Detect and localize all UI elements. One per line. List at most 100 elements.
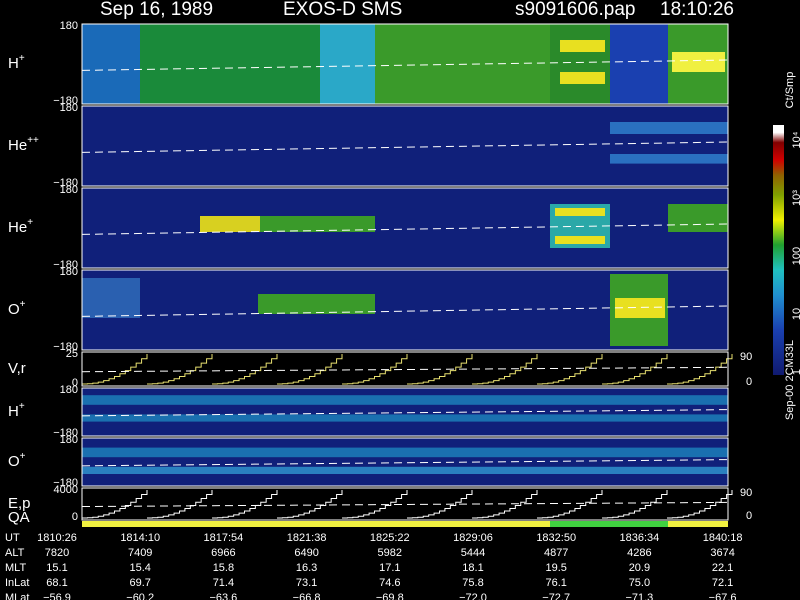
cell: −67.6: [709, 592, 737, 600]
cell: −69.8: [376, 592, 404, 600]
cell: −72.7: [542, 592, 570, 600]
axis-right-top: 90: [740, 487, 752, 499]
cell: −60.2: [126, 592, 154, 600]
colorbar-label: 10: [791, 308, 800, 320]
dashed-line: [81, 366, 729, 373]
cell: 1832:50: [536, 532, 576, 544]
cell: −71.3: [625, 592, 653, 600]
axis-right-top: 90: [740, 351, 752, 363]
sawtooth: [82, 354, 733, 385]
spectrogram-region: [672, 52, 725, 72]
cell: 75.0: [629, 577, 650, 589]
date: Sep 16, 1989: [100, 0, 213, 20]
cell: −56.9: [43, 592, 71, 600]
spectrogram-region: [82, 447, 728, 458]
sawtooth: [82, 490, 733, 519]
axis-top: 180: [60, 20, 78, 32]
dashed-line: [81, 459, 729, 467]
panel-frame: [81, 351, 729, 387]
cell: 68.1: [46, 577, 67, 589]
axis-right-bottom: 0: [746, 510, 752, 522]
qa-bar-flag: [550, 521, 668, 527]
panel-label-sup: +: [19, 401, 25, 412]
panel-label-base: H: [8, 403, 19, 420]
cell: 16.3: [296, 562, 317, 574]
axis-top: 180: [60, 102, 78, 114]
panel-frame: [81, 269, 729, 351]
spectrogram-region: [82, 106, 728, 186]
spectrogram-region: [610, 154, 728, 164]
panel-label-base: H: [8, 55, 19, 72]
spectrogram-region: [550, 24, 610, 104]
spectrogram-region: [615, 298, 665, 318]
axis-top: 180: [60, 434, 78, 446]
panel-label: H+: [8, 53, 25, 72]
row-label: MLT: [5, 562, 26, 574]
axis-top: 180: [60, 266, 78, 278]
dashed-line: [81, 501, 729, 508]
cell: 15.1: [46, 562, 67, 574]
spectrogram-region: [82, 352, 728, 386]
cell: 71.4: [213, 577, 234, 589]
spectrogram-region: [82, 488, 728, 520]
colorbar-title: Ct/Smp: [784, 72, 796, 109]
spectrogram-region: [560, 72, 605, 84]
plots: H+180−180He++180−180He+180−180O+180−180V…: [8, 20, 752, 527]
cell: 1814:10: [120, 532, 160, 544]
cell: 5444: [461, 547, 485, 559]
panel-frame: [81, 387, 729, 437]
row-label: MLat: [5, 592, 29, 600]
spectrogram-region: [82, 395, 728, 405]
cell: 4877: [544, 547, 568, 559]
spectrogram-region: [555, 236, 605, 244]
cell: 76.1: [545, 577, 566, 589]
colorbar: [773, 125, 784, 375]
cell: 1836:34: [620, 532, 660, 544]
panel-label-base: He: [8, 137, 27, 154]
cell: 17.1: [379, 562, 400, 574]
panel-label: He++: [8, 135, 39, 154]
spectrogram-region: [140, 24, 320, 104]
instrument: EXOS-D SMS: [283, 0, 402, 20]
cell: 3674: [710, 547, 734, 559]
cell: 4286: [627, 547, 651, 559]
row-label: UT: [5, 532, 20, 544]
spectrogram-region: [610, 24, 668, 104]
qa-label: QA: [8, 509, 30, 526]
cell: 1821:38: [287, 532, 327, 544]
cell: 72.1: [712, 577, 733, 589]
panel-frame: [81, 437, 729, 487]
panel-label-base: E,p: [8, 495, 31, 512]
qa-bar: [82, 521, 728, 527]
spectrogram-region: [82, 24, 140, 104]
panel-label: H+: [8, 401, 25, 420]
spectrogram-region: [82, 188, 728, 268]
panel-label: He+: [8, 217, 33, 236]
cell: −72.0: [459, 592, 487, 600]
panel-label: O+: [8, 299, 26, 318]
dashed-line: [81, 59, 729, 71]
spectrogram-region: [320, 24, 375, 104]
spectrogram-region: [668, 204, 728, 232]
axis-top: 180: [60, 184, 78, 196]
cell: 69.7: [129, 577, 150, 589]
panel-label-base: O: [8, 301, 20, 318]
colorbar-label: 10³: [791, 190, 800, 206]
axis-bottom: 0: [72, 511, 78, 523]
colorbar-label: 100: [791, 247, 800, 265]
spectrogram-region: [610, 122, 728, 134]
spectrogram-region: [82, 438, 728, 486]
row-label: ALT: [5, 547, 25, 559]
cell: 19.5: [545, 562, 566, 574]
panel-label-base: V,r: [8, 360, 26, 377]
panel-label: E,p: [8, 495, 31, 512]
cell: 18.1: [462, 562, 483, 574]
panel-label-base: He: [8, 219, 27, 236]
cell: −66.8: [293, 592, 321, 600]
panel-label-base: O: [8, 453, 20, 470]
cell: 20.9: [629, 562, 650, 574]
panel-label-sup: +: [20, 299, 26, 310]
panel-label-sup: ++: [27, 135, 39, 146]
spectrogram-region: [200, 216, 260, 232]
axis-bottom: −180: [53, 341, 78, 353]
